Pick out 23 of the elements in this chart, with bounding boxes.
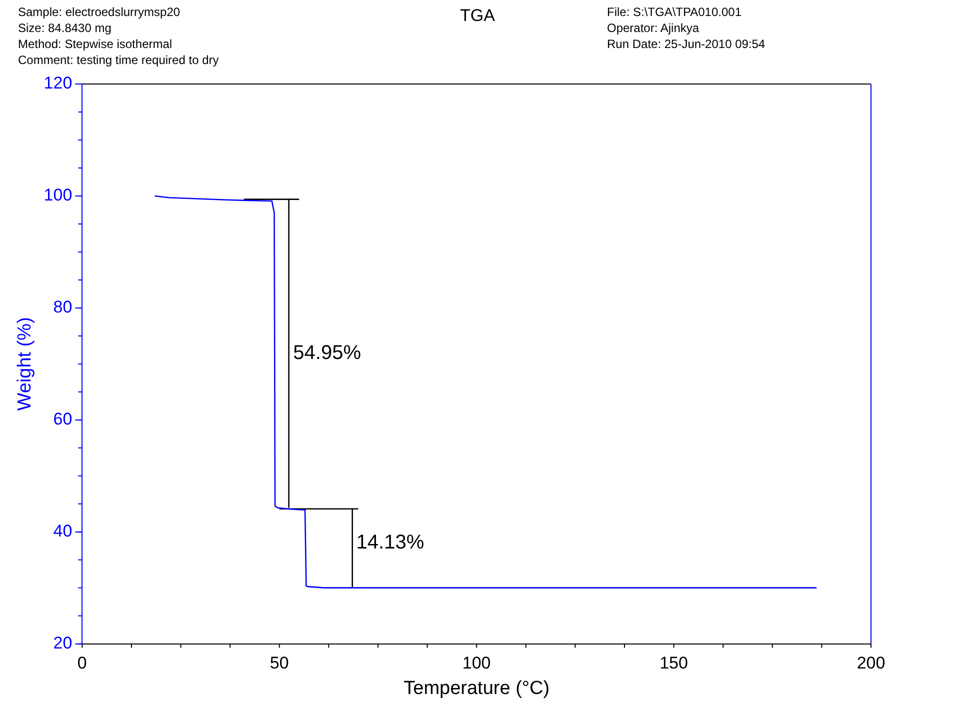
y-tick-label: 20 (53, 633, 72, 652)
y-tick-label: 60 (53, 410, 72, 429)
text: Method: Stepwise isothermal (18, 36, 174, 52)
x-axis-title: Temperature (°C) (404, 678, 550, 699)
x-tick-label: 200 (856, 654, 886, 673)
text: Run Date: 25-Jun-2010 09:54 (607, 36, 766, 52)
y-tick-label: 80 (53, 298, 72, 317)
chart-title: TGA (460, 6, 495, 25)
x-tick-label: 50 (270, 654, 289, 673)
x-tick-label: 150 (660, 654, 688, 673)
text: Operator: Ajinkya (607, 20, 700, 36)
x-tick-label: 0 (77, 654, 87, 673)
text: File: S:\TGA\TPA010.001 (607, 4, 743, 20)
text: Sample: electroedslurrymsp20 (18, 4, 182, 20)
y-tick-label: 100 (44, 186, 72, 205)
annotation: 54.95% (293, 342, 362, 364)
x-tick-label: 100 (462, 654, 491, 673)
y-axis-title: Weight (%) (14, 317, 36, 411)
text: Comment: testing time required to dry (18, 52, 219, 68)
text: Size: 84.8430 mg (18, 20, 112, 36)
y-tick-label: 120 (44, 74, 72, 93)
annotation: 14.13% (356, 532, 424, 554)
y-tick-label: 40 (53, 522, 72, 541)
